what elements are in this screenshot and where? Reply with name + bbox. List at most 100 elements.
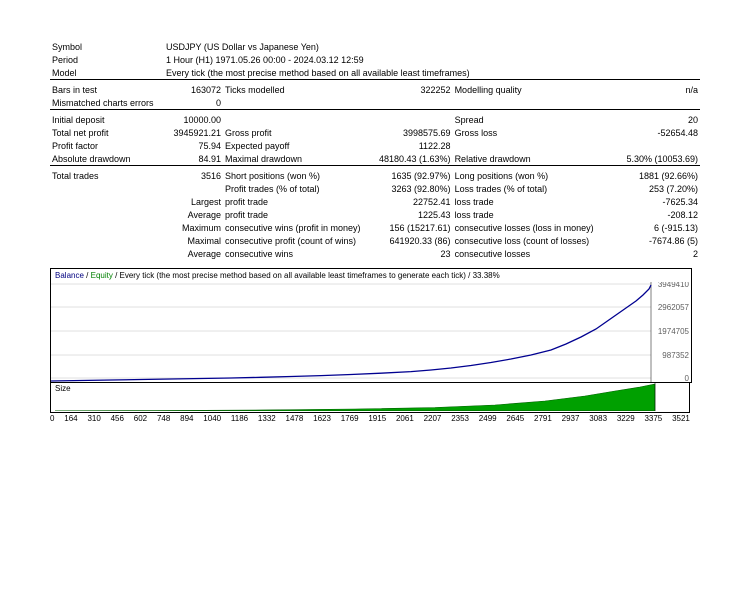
avg-lt-label: loss trade	[453, 208, 615, 221]
largest-pt-val: 22752.41	[377, 195, 453, 208]
svg-text:987352: 987352	[662, 351, 689, 360]
maxl-cl-label: consecutive loss (count of losses)	[453, 234, 615, 247]
tnp-val: 3945921.21	[164, 126, 223, 139]
x-tick: 1332	[258, 414, 276, 423]
x-tick: 602	[134, 414, 147, 423]
avg-pt-val: 1225.43	[377, 208, 453, 221]
x-axis: 0164310456602748894104011861332147816231…	[50, 413, 690, 423]
max-cw-val: 156 (15217.61)	[377, 221, 453, 234]
x-tick: 1623	[313, 414, 331, 423]
x-tick: 748	[157, 414, 170, 423]
avg-label: Average	[164, 208, 223, 221]
size-chart: Size	[50, 383, 690, 413]
tnp-label: Total net profit	[50, 126, 164, 139]
mism-label: Mismatched charts errors	[50, 96, 164, 110]
x-tick: 1769	[341, 414, 359, 423]
chart-header-rest: / Every tick (the most precise method ba…	[115, 271, 500, 280]
mq-val: n/a	[614, 83, 700, 96]
md-label: Maximal drawdown	[223, 152, 377, 166]
max-cl-label: consecutive losses (loss in money)	[453, 221, 615, 234]
x-tick: 0	[50, 414, 54, 423]
svg-text:2962057: 2962057	[658, 303, 690, 312]
largest-lt-val: -7625.34	[614, 195, 700, 208]
equity-chart: Balance / Equity / Every tick (the most …	[50, 268, 692, 383]
period-label: Period	[50, 53, 164, 66]
sp-val: 1635 (92.97%)	[377, 169, 453, 182]
ep-label: Expected payoff	[223, 139, 377, 152]
maxl-label: Maximal	[164, 234, 223, 247]
equity-label: Equity	[91, 271, 113, 280]
x-tick: 2061	[396, 414, 414, 423]
avg2-cw-label: consecutive wins	[223, 247, 377, 260]
x-tick: 3521	[672, 414, 690, 423]
spread-val: 20	[614, 113, 700, 126]
svg-text:0: 0	[685, 374, 690, 382]
maxl-cp-val: 641920.33 (86)	[377, 234, 453, 247]
rd-val: 5.30% (10053.69)	[614, 152, 700, 166]
bars-label: Bars in test	[50, 83, 164, 96]
rd-label: Relative drawdown	[453, 152, 615, 166]
largest-pt-label: profit trade	[223, 195, 377, 208]
x-tick: 1186	[231, 414, 248, 423]
ep-val: 1122.28	[377, 139, 453, 152]
x-tick: 2499	[479, 414, 497, 423]
balance-label: Balance	[55, 271, 84, 280]
gl-label: Gross loss	[453, 126, 615, 139]
avg2-cl-label: consecutive losses	[453, 247, 615, 260]
ad-label: Absolute drawdown	[50, 152, 164, 166]
max-cw-label: consecutive wins (profit in money)	[223, 221, 377, 234]
tt-label: Total trades	[50, 169, 164, 182]
largest-lt-label: loss trade	[453, 195, 615, 208]
svg-text:3949410: 3949410	[658, 282, 690, 289]
avg-pt-label: profit trade	[223, 208, 377, 221]
x-tick: 3229	[617, 414, 635, 423]
x-tick: 310	[87, 414, 100, 423]
x-tick: 2791	[534, 414, 552, 423]
mism-val: 0	[164, 96, 223, 110]
lt-val: 253 (7.20%)	[614, 182, 700, 195]
report-table: Symbol USDJPY (US Dollar vs Japanese Yen…	[50, 40, 700, 260]
x-tick: 164	[64, 414, 77, 423]
gl-val: -52654.48	[614, 126, 700, 139]
x-tick: 1478	[286, 414, 304, 423]
maxl-cp-label: consecutive profit (count of wins)	[223, 234, 377, 247]
tt-val: 3516	[164, 169, 223, 182]
period-value: 1 Hour (H1) 1971.05.26 00:00 - 2024.03.1…	[164, 53, 700, 66]
equity-svg: 3949410296205719747059873520	[51, 282, 691, 382]
maxl-cl-val: -7674.86 (5)	[614, 234, 700, 247]
size-svg	[55, 383, 695, 411]
lp-val: 1881 (92.66%)	[614, 169, 700, 182]
symbol-value: USDJPY (US Dollar vs Japanese Yen)	[164, 40, 700, 53]
x-tick: 2207	[424, 414, 442, 423]
chart-header: Balance / Equity / Every tick (the most …	[51, 269, 691, 282]
x-tick: 894	[180, 414, 193, 423]
lt-label: Loss trades (% of total)	[453, 182, 615, 195]
initdep-label: Initial deposit	[50, 113, 164, 126]
gp-label: Gross profit	[223, 126, 377, 139]
gp-val: 3998575.69	[377, 126, 453, 139]
avg2-cl-val: 2	[614, 247, 700, 260]
pt-label: Profit trades (% of total)	[223, 182, 377, 195]
pt-val: 3263 (92.80%)	[377, 182, 453, 195]
avg2-label: Average	[164, 247, 223, 260]
x-tick: 2937	[562, 414, 580, 423]
pf-label: Profit factor	[50, 139, 164, 152]
model-value: Every tick (the most precise method base…	[164, 66, 700, 80]
x-tick: 3083	[589, 414, 607, 423]
sp-label: Short positions (won %)	[223, 169, 377, 182]
x-tick: 1915	[368, 414, 386, 423]
ad-val: 84.91	[164, 152, 223, 166]
ticks-val: 322252	[377, 83, 453, 96]
lp-label: Long positions (won %)	[453, 169, 615, 182]
initdep-val: 10000.00	[164, 113, 223, 126]
pf-val: 75.94	[164, 139, 223, 152]
largest-label: Largest	[164, 195, 223, 208]
ticks-label: Ticks modelled	[223, 83, 377, 96]
x-tick: 2645	[506, 414, 524, 423]
max-cl-val: 6 (-915.13)	[614, 221, 700, 234]
bars-val: 163072	[164, 83, 223, 96]
spread-label: Spread	[453, 113, 615, 126]
avg2-cw-val: 23	[377, 247, 453, 260]
mq-label: Modelling quality	[453, 83, 615, 96]
x-tick: 1040	[203, 414, 221, 423]
